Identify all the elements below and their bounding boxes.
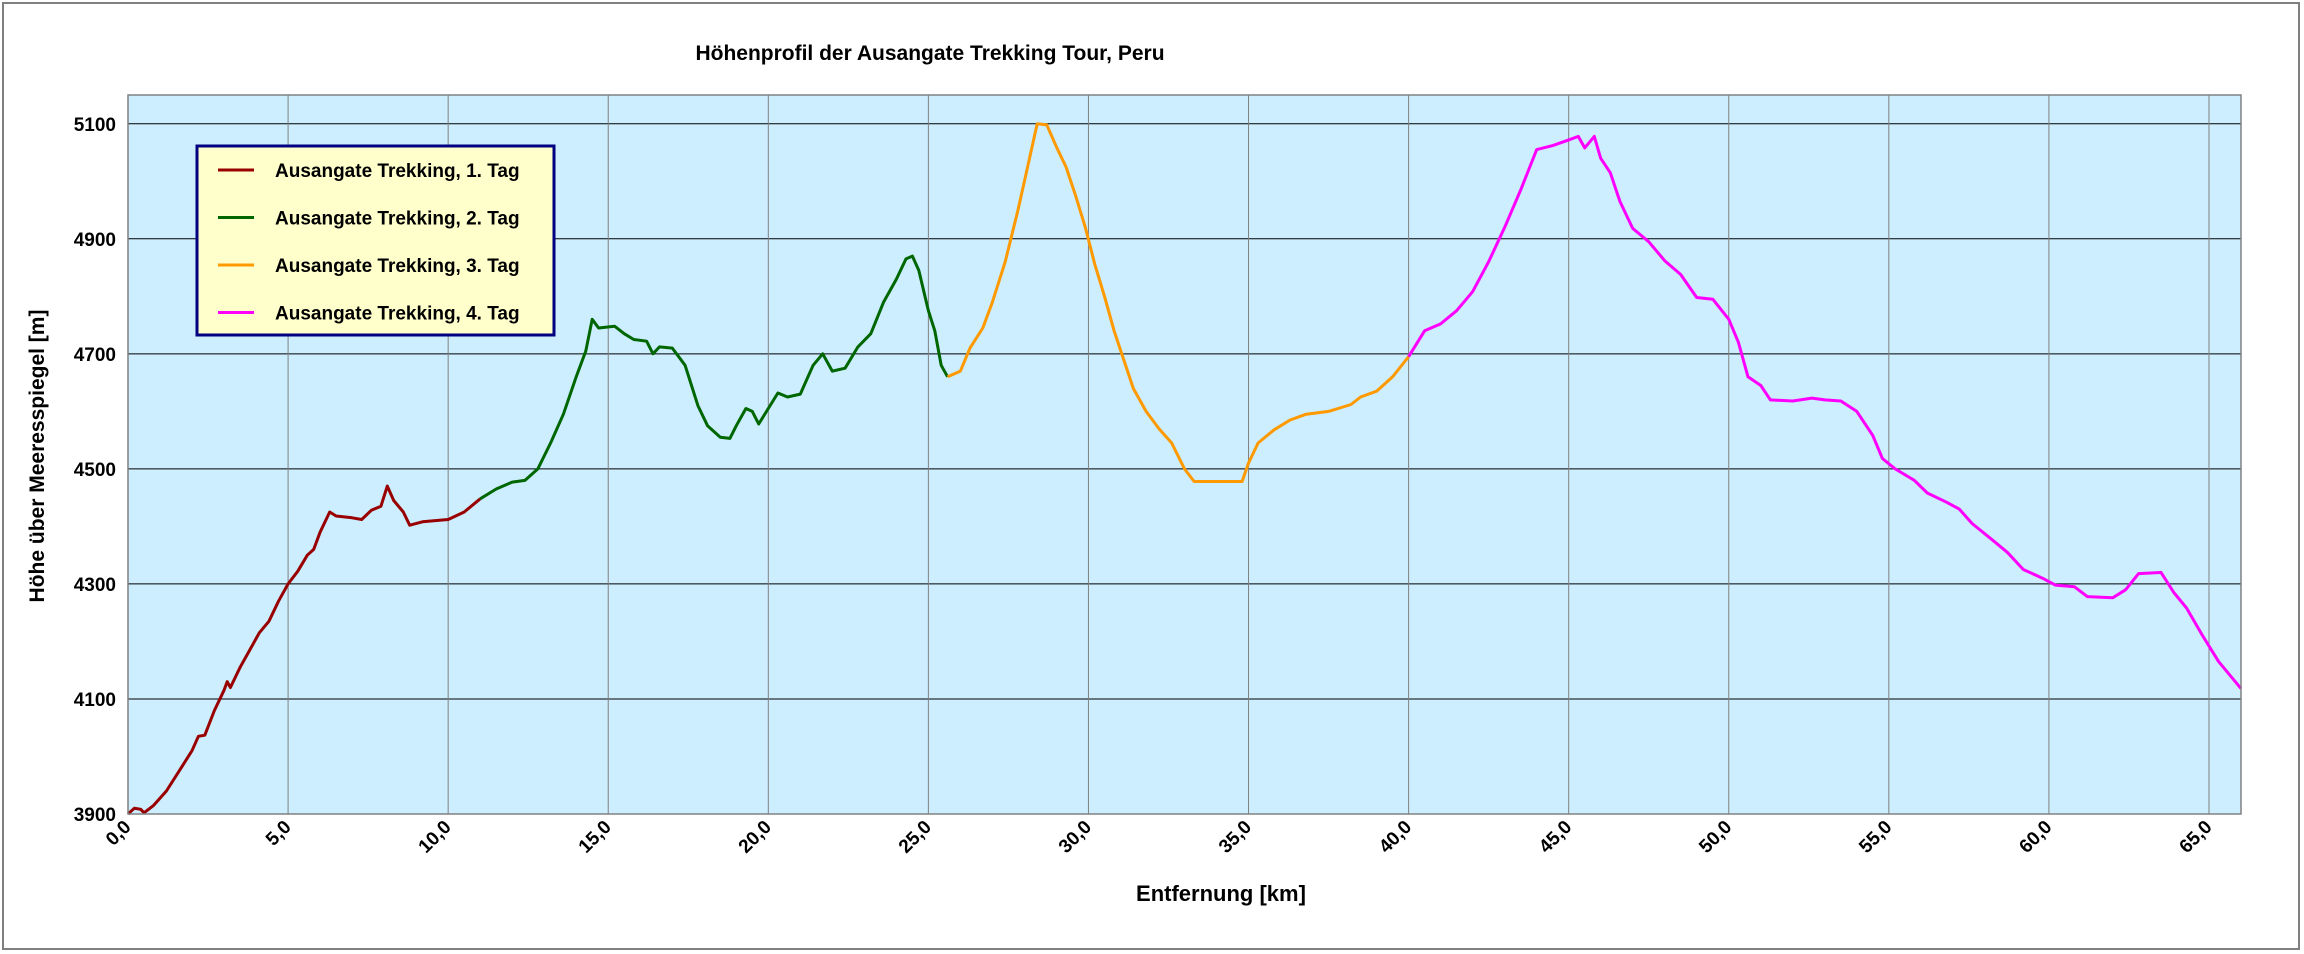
legend-label: Ausangate Trekking, 1. Tag [275,161,520,182]
y-tick-label: 4900 [74,230,116,251]
elevation-chart: Höhenprofil der Ausangate Trekking Tour,… [26,42,2243,906]
legend-box [195,144,556,337]
y-tick-label: 4300 [74,575,116,596]
legend-label: Ausangate Trekking, 4. Tag [275,304,520,325]
y-tick-label: 3900 [74,805,116,826]
series-line [946,122,1410,483]
x-tick-label: 30,0 [1055,817,1096,858]
x-tick-label: 15,0 [575,817,616,858]
chart-title: Höhenprofil der Ausangate Trekking Tour,… [695,42,1164,65]
y-tick-label: 4100 [74,690,116,711]
y-tick-label: 4700 [74,345,116,366]
y-tick-label: 4500 [74,460,116,481]
y-axis-label: Höhe über Meeresspiegel [m] [26,310,49,603]
x-tick-label: 5,0 [262,817,296,851]
y-tick-labels: 3900 4100 4300 4500 4700 4900 5100 [74,115,116,826]
x-tick-label: 65,0 [2176,817,2217,858]
legend-label: Ausangate Trekking, 2. Tag [275,209,520,230]
x-tick-labels: 0,0 5,0 10,0 15,0 20,0 25,0 30,0 35,0 40,0 45,0 50… [102,817,2217,858]
x-tick-label: 10,0 [415,817,456,858]
series-lines [126,122,2243,816]
x-tick-label: 60,0 [2015,817,2056,858]
x-tick-label: 25,0 [895,817,936,858]
series-line [479,254,949,501]
legend: Ausangate Trekking, 1. Tag Ausangate Trek… [195,144,556,337]
series-line [1407,134,2243,690]
y-tick-label: 5100 [74,115,116,136]
x-tick-label: 55,0 [1855,817,1896,858]
legend-label: Ausangate Trekking, 3. Tag [275,256,520,277]
x-tick-label: 20,0 [735,817,776,858]
x-tick-label: 35,0 [1215,817,1256,858]
x-tick-label: 50,0 [1695,817,1736,858]
plot-border [127,94,2242,815]
x-tick-label: 45,0 [1535,817,1576,858]
x-axis-label: Entfernung [km] [1136,881,1306,906]
series-line [126,484,482,816]
x-tick-label: 40,0 [1375,817,1416,858]
